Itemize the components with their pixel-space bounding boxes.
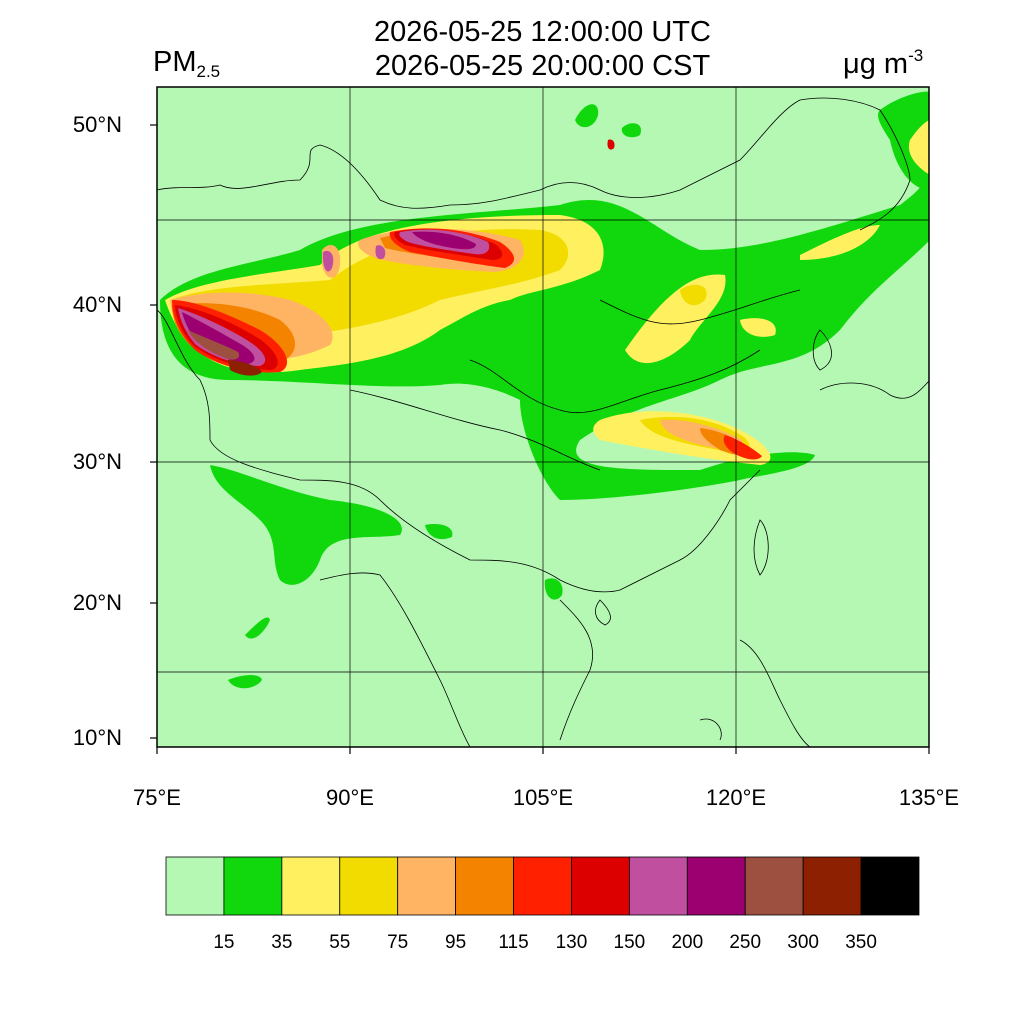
pollution-band-250-300	[182, 231, 476, 364]
title-cst: 2026-05-25 20:00:00 CST	[374, 50, 711, 82]
unit-base: μg m	[843, 48, 909, 80]
boundaries	[157, 97, 929, 747]
axis-ticks	[150, 124, 930, 754]
colorbar-label: 95	[445, 932, 467, 953]
colorbar-label: 35	[271, 932, 293, 953]
variable-label: PM2.5	[153, 46, 220, 82]
colorbar-label: 15	[213, 932, 235, 953]
colorbar-label: 115	[498, 932, 529, 953]
colorbar-label: 200	[671, 932, 704, 953]
lon-label: 135°E	[898, 785, 960, 810]
graticule	[157, 87, 929, 747]
lat-label: 50°N	[72, 112, 122, 137]
colorbar-label: 55	[329, 932, 351, 953]
lon-label: 105°E	[512, 785, 574, 810]
colorbar-label: 75	[387, 932, 409, 953]
colorbar-label: 250	[729, 932, 762, 953]
lon-label: 90°E	[326, 785, 374, 810]
lon-label: 120°E	[705, 785, 767, 810]
colorbar-label: 350	[845, 932, 877, 953]
lat-label: 40°N	[72, 292, 122, 317]
unit-label: μg m-3	[843, 46, 923, 81]
lon-label: 75°E	[133, 785, 181, 810]
colorbar-label: 300	[787, 932, 819, 953]
pollution-band-300-350	[188, 330, 240, 360]
lat-label: 20°N	[72, 590, 122, 615]
unit-superscript: -3	[908, 46, 924, 65]
variable-subscript: 2.5	[196, 62, 221, 81]
colorbar-label: 150	[613, 932, 646, 953]
lat-label: 30°N	[72, 449, 122, 474]
title-utc: 2026-05-25 12:00:00 UTC	[374, 16, 711, 48]
pollution-band-above-350	[228, 360, 262, 376]
variable-base: PM	[153, 46, 197, 78]
colorbar-label: 130	[555, 932, 588, 953]
lat-label: 10°N	[72, 725, 122, 750]
